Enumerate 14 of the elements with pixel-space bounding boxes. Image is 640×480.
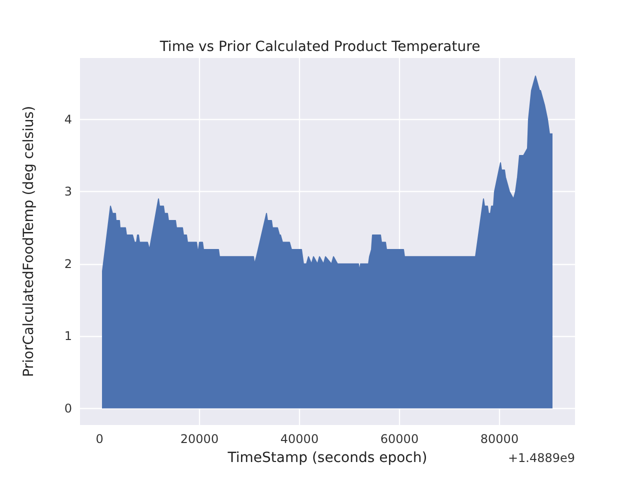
y-tick-label: 4 xyxy=(64,112,72,126)
y-tick-label: 0 xyxy=(64,401,72,416)
text: +1.4889e9 xyxy=(508,451,575,465)
chart-title: Time vs Prior Calculated Product Temperature xyxy=(158,39,480,55)
x-axis-title: TimeStamp (seconds epoch) xyxy=(226,450,428,466)
x-tick-label: 40000 xyxy=(280,432,319,446)
y-axis-title: PriorCalculatedFoodTemp (deg celsius) xyxy=(21,106,37,378)
x-tick-label: 80000 xyxy=(480,432,519,446)
x-tick-label: 0 xyxy=(96,432,104,446)
y-tick-label: 3 xyxy=(64,184,72,199)
x-tick-label: 60000 xyxy=(380,432,419,446)
y-tick-label: 1 xyxy=(64,329,72,344)
y-tick-label: 2 xyxy=(64,256,72,271)
x-tick-label: 20000 xyxy=(180,432,219,446)
